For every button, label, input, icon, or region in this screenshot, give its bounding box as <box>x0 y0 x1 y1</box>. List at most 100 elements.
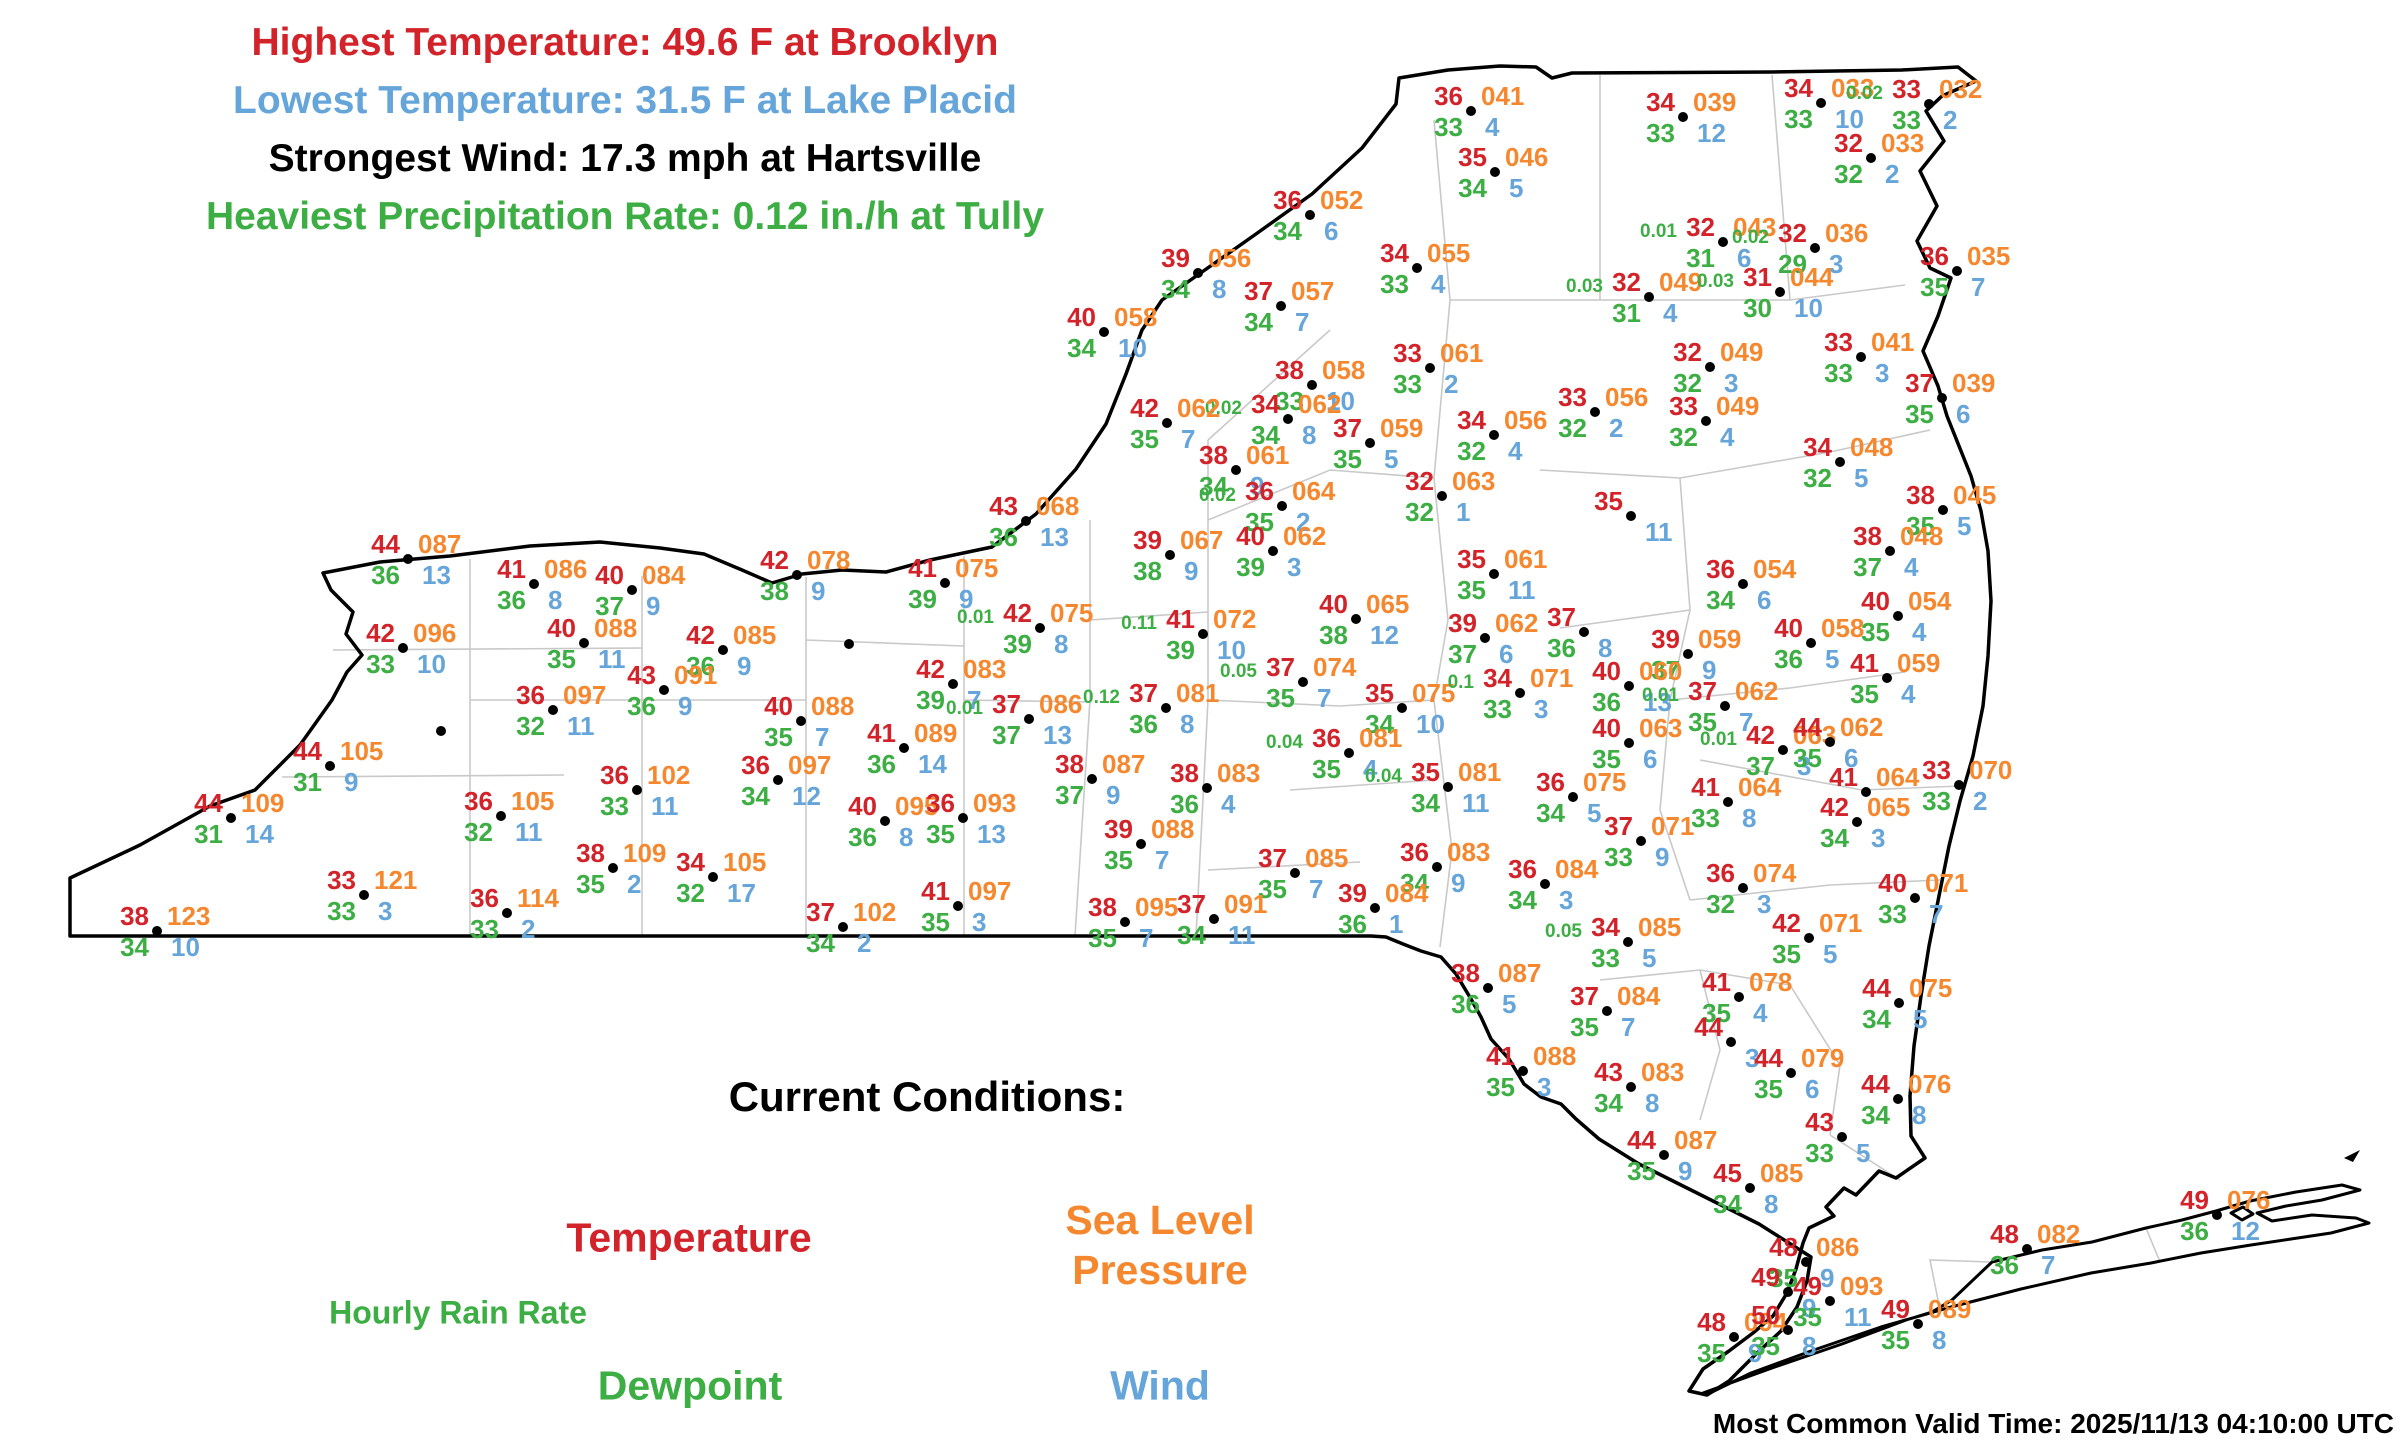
pressure-value: 105 <box>340 736 384 766</box>
wind-value: 3 <box>1537 1072 1552 1102</box>
station-dot <box>1202 783 1212 793</box>
pressure-value: 054 <box>1753 554 1797 584</box>
pressure-value: 074 <box>1753 858 1797 888</box>
station-dot <box>1786 1068 1796 1078</box>
temperature-value: 37 <box>1688 676 1717 706</box>
wind-value: 17 <box>727 878 756 908</box>
temperature-value: 40 <box>1236 521 1265 551</box>
station-dot <box>948 679 958 689</box>
station-dot <box>1602 1006 1612 1016</box>
pressure-value: 085 <box>1760 1158 1804 1188</box>
station-dot <box>1540 879 1550 889</box>
pressure-value: 062 <box>1298 389 1342 419</box>
dewpoint-value: 34 <box>1508 885 1537 915</box>
dewpoint-value: 35 <box>1688 707 1717 737</box>
wind-value: 7 <box>1295 307 1310 337</box>
station-dot <box>2022 1244 2032 1254</box>
dewpoint-value: 32 <box>1405 497 1434 527</box>
dewpoint-value: 35 <box>1258 874 1287 904</box>
pressure-value: 060 <box>1639 656 1683 686</box>
station-dot <box>2212 1210 2222 1220</box>
wind-value: 7 <box>2041 1250 2056 1280</box>
station-dot <box>1825 737 1835 747</box>
temperature-value: 42 <box>1772 907 1801 938</box>
wind-value: 4 <box>1663 298 1678 328</box>
dewpoint-value: 35 <box>1130 424 1159 454</box>
pressure-value: 048 <box>1850 432 1894 462</box>
temperature-value: 37 <box>1177 889 1206 919</box>
wind-value: 9 <box>1655 842 1670 872</box>
temperature-value: 48 <box>1990 1219 2019 1249</box>
station-dot <box>1913 1319 1923 1329</box>
station-dot <box>1489 569 1499 579</box>
station-dot <box>1835 457 1845 467</box>
wind-value: 1 <box>1389 909 1404 939</box>
temperature-value: 41 <box>921 876 950 906</box>
dewpoint-value: 34 <box>1861 1100 1890 1130</box>
station-dot <box>880 816 890 826</box>
station-dot <box>1683 649 1693 659</box>
temperature-value: 42 <box>916 654 945 684</box>
dewpoint-value: 34 <box>1400 868 1429 898</box>
station-dot <box>325 761 335 771</box>
temperature-value: 49 <box>1751 1262 1780 1292</box>
pressure-value: 078 <box>807 545 851 575</box>
station-dot <box>1099 327 1109 337</box>
rain-rate-value: 0.01 <box>946 698 983 719</box>
temperature-value: 42 <box>1003 598 1032 628</box>
station-dot <box>838 922 848 932</box>
station-dot <box>1885 546 1895 556</box>
wind-value: 13 <box>1043 720 1072 750</box>
dewpoint-value: 33 <box>1878 899 1907 929</box>
dewpoint-value: 35 <box>1906 511 1935 541</box>
dewpoint-value: 36 <box>1129 709 1158 739</box>
temperature-value: 44 <box>1694 1012 1723 1042</box>
temperature-value: 35 <box>1365 678 1394 708</box>
rain-rate-value: 0.02 <box>1846 83 1883 104</box>
pressure-value: 083 <box>963 654 1007 684</box>
wind-value: 7 <box>815 722 830 752</box>
pressure-value: 052 <box>1320 185 1364 215</box>
dewpoint-value: 38 <box>760 576 789 606</box>
station-dot <box>1738 883 1748 893</box>
dewpoint-value: 35 <box>1697 1338 1726 1368</box>
temperature-value: 33 <box>1558 382 1587 412</box>
temperature-value: 33 <box>1393 338 1422 368</box>
station-dot <box>1720 701 1730 711</box>
wind-value: 13 <box>422 560 451 590</box>
dewpoint-value: 36 <box>989 522 1018 552</box>
wind-value: 9 <box>1451 868 1466 898</box>
dewpoint-value: 35 <box>764 722 793 752</box>
wind-value: 9 <box>1106 780 1121 810</box>
pressure-value: 036 <box>1825 218 1869 248</box>
wind-value: 6 <box>1643 744 1658 774</box>
dewpoint-value: 34 <box>1820 823 1849 853</box>
dewpoint-value: 29 <box>1778 249 1807 279</box>
pressure-value: 056 <box>1208 243 1252 273</box>
station-dot <box>1490 167 1500 177</box>
dewpoint-value: 33 <box>1604 842 1633 872</box>
temperature-value: 41 <box>1829 762 1858 792</box>
temperature-value: 44 <box>371 529 400 559</box>
station-dot <box>1489 430 1499 440</box>
station-dot <box>1162 418 1172 428</box>
wind-value: 10 <box>1835 104 1864 134</box>
pressure-value: 063 <box>1639 713 1683 743</box>
wind-value: 10 <box>1794 293 1823 323</box>
station-dot <box>1636 836 1646 846</box>
dewpoint-value: 35 <box>1769 1263 1798 1293</box>
dewpoint-value: 34 <box>1594 1088 1623 1118</box>
legend-sea-level-pressure: Sea Level Pressure <box>1065 1195 1254 1295</box>
wind-value: 2 <box>1444 369 1459 399</box>
dewpoint-value: 39 <box>916 685 945 715</box>
dewpoint-value: 37 <box>595 591 624 621</box>
wind-value: 8 <box>1912 1100 1927 1130</box>
dewpoint-value: 37 <box>1055 780 1084 810</box>
temperature-value: 41 <box>908 553 937 583</box>
dewpoint-value: 36 <box>371 560 400 590</box>
heaviest-precip-line: Heaviest Precipitation Rate: 0.12 in./h … <box>205 195 1045 238</box>
temperature-value: 49 <box>1881 1294 1910 1324</box>
temperature-value: 34 <box>1803 432 1832 462</box>
wind-value: 3 <box>1745 1043 1760 1073</box>
station-dot <box>1290 868 1300 878</box>
